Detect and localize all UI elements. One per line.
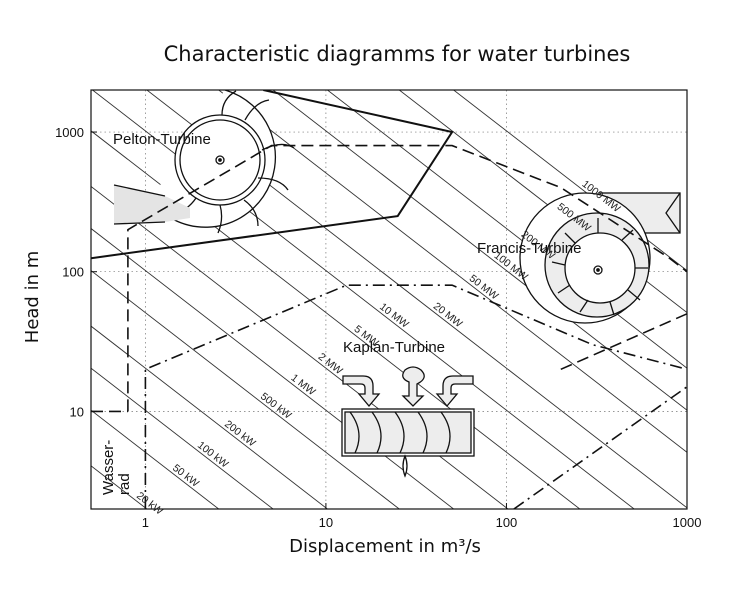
power-line [91,90,635,509]
pelton-turbine-label: Pelton-Turbine [113,131,211,148]
y-axis-label: Head in m [22,251,43,343]
y-tick-label: 100 [62,265,84,280]
region-boundary [127,144,687,412]
power-line [326,90,687,369]
power-line [146,90,687,509]
x-tick-label: 10 [319,515,333,530]
power-line-label: 20 MW [431,300,465,330]
chart-title: Characteristic diagramms for water turbi… [164,42,631,66]
x-axis-label: Displacement in m³/s [289,536,481,557]
kaplan-turbine-label: Kaplan-Turbine [343,339,445,356]
power-line-label: 100 kW [195,439,231,470]
francis-turbine-label: Francis-Turbine [477,240,581,257]
power-line-label: 20 kW [134,490,165,518]
axis-ticks: 1 10 100 1000 10 100 1000 [55,125,701,530]
region-boundary [513,386,687,509]
x-tick-label: 1000 [673,515,702,530]
turbine-labels: Pelton-Turbine Francis-Turbine Kaplan-Tu… [100,131,581,495]
wasserrad-label-line1: Wasser- [100,440,117,495]
power-line-label: 50 kW [170,462,201,490]
power-line [272,90,687,411]
power-line [217,90,687,453]
plot-frame [90,89,688,510]
kaplan-turbine-drawing [341,366,475,478]
power-line [91,269,400,509]
turbine-regions [91,90,687,509]
x-tick-label: 100 [496,515,518,530]
x-tick-label: 1 [142,515,149,530]
region-boundary [560,313,687,371]
power-line-label: 500 kW [258,390,294,421]
power-line [91,130,581,509]
power-line [91,409,220,509]
francis-turbine-drawing [519,192,681,324]
y-tick-label: 10 [70,404,84,419]
power-line-label: 10 MW [377,301,411,331]
power-line [91,367,274,509]
power-line [91,227,455,509]
region-boundary [91,90,454,260]
power-line [91,325,329,509]
y-tick-label: 1000 [55,125,84,140]
wasserrad-label-line2: rad [116,473,133,495]
power-line-label: 200 kW [222,418,258,449]
pelton-turbine-drawing [113,90,295,234]
region-boundary [144,284,687,509]
